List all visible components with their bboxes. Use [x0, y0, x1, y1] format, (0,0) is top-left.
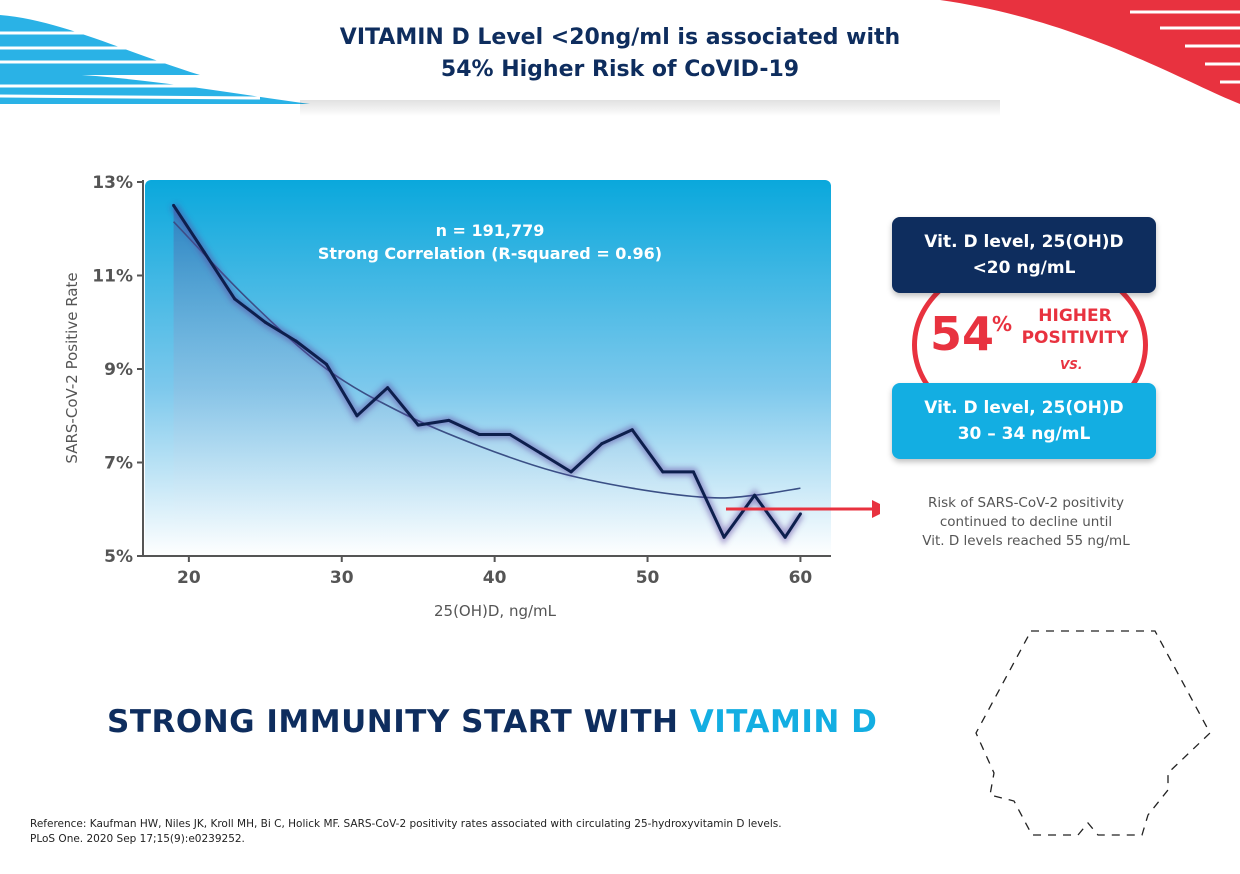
- data-point: [233, 297, 237, 301]
- series-points: [172, 203, 802, 539]
- tagline-part-1: STRONG IMMUNITY START WITH: [107, 704, 690, 740]
- callout-low-vitd-box: Vit. D level, 25(OH)D <20 ng/mL: [892, 217, 1156, 293]
- data-point: [172, 203, 176, 207]
- red-arrow: [726, 500, 880, 518]
- risk-note-line-2: continued to decline until: [939, 514, 1113, 530]
- callout-higher-positivity: HIGHER POSITIVITY: [1020, 305, 1130, 349]
- tagline-part-2: VITAMIN D: [689, 704, 878, 740]
- reference: Reference: Kaufman HW, Niles JK, Kroll M…: [30, 817, 782, 847]
- callout-percent-sign: %: [992, 312, 1013, 336]
- y-tick-label: 7%: [104, 454, 133, 474]
- callout-bottom-line-2: 30 – 34 ng/mL: [957, 424, 1091, 444]
- data-point: [447, 418, 451, 422]
- risk-note: Risk of SARS-CoV-2 positivity continued …: [886, 494, 1166, 551]
- x-tick-label: 50: [636, 568, 660, 588]
- reference-line-2: PLoS One. 2020 Sep 17;15(9):e0239252.: [30, 833, 245, 845]
- data-point: [416, 423, 420, 427]
- data-point: [263, 320, 267, 324]
- title-line-1: VITAMIN D Level <20ng/ml is associated w…: [339, 25, 901, 50]
- data-point: [539, 451, 543, 455]
- data-point: [294, 339, 298, 343]
- reference-line-1: Reference: Kaufman HW, Niles JK, Kroll M…: [30, 818, 782, 830]
- callout-top-line-1: Vit. D level, 25(OH)D: [924, 232, 1124, 252]
- annotation-n: n = 191,779: [436, 221, 545, 240]
- risk-note-line-1: Risk of SARS-CoV-2 positivity: [927, 495, 1124, 511]
- y-axis-label: SARS-CoV-2 Positive Rate: [63, 272, 81, 463]
- blue-stripes-decoration: [0, 0, 310, 104]
- data-point: [798, 512, 802, 516]
- data-point: [600, 442, 604, 446]
- callout-normal-vitd-box: Vit. D level, 25(OH)D 30 – 34 ng/mL: [892, 383, 1156, 459]
- x-axis: 20 30 40 50 60: [143, 555, 831, 588]
- data-point: [324, 362, 328, 366]
- annotation-r-squared: Strong Correlation (R-squared = 0.96): [318, 244, 662, 263]
- risk-note-line-3: Vit. D levels reached 55 ng/mL: [922, 533, 1130, 549]
- callout-bottom-line-1: Vit. D level, 25(OH)D: [924, 398, 1124, 418]
- x-tick-label: 60: [789, 568, 813, 588]
- y-tick-label: 5%: [104, 547, 133, 567]
- header-decoration: [0, 0, 1240, 116]
- data-point: [569, 470, 573, 474]
- page-title: VITAMIN D Level <20ng/ml is associated w…: [270, 22, 970, 86]
- x-tick-label: 40: [483, 568, 507, 588]
- data-point: [508, 432, 512, 436]
- data-point: [691, 470, 695, 474]
- series-line: [172, 204, 802, 539]
- positivity-line-chart: 5% 7% 9% 11% 13% 20 30 40 50 60 n = 191,779 Stro…: [63, 173, 880, 620]
- tagline: STRONG IMMUNITY START WITH VITAMIN D: [107, 704, 877, 740]
- data-point: [753, 493, 757, 497]
- red-stripes-decoration: [940, 0, 1240, 104]
- data-point: [722, 535, 726, 539]
- data-point: [630, 428, 634, 432]
- y-tick-label: 11%: [92, 267, 133, 287]
- x-axis-label: 25(OH)D, ng/mL: [434, 602, 557, 620]
- data-point: [661, 470, 665, 474]
- x-tick-label: 30: [330, 568, 354, 588]
- data-point: [202, 250, 206, 254]
- callout-vs: VS.: [1060, 358, 1083, 372]
- dashed-hexagon-placeholder: [975, 630, 1211, 836]
- area-under-line: [173, 205, 801, 556]
- data-point: [355, 414, 359, 418]
- y-axis: 5% 7% 9% 11% 13%: [92, 173, 144, 567]
- callout-positivity: POSITIVITY: [1021, 328, 1129, 348]
- data-point: [477, 432, 481, 436]
- data-point: [386, 386, 390, 390]
- callout-top-line-2: <20 ng/mL: [972, 258, 1076, 278]
- y-tick-label: 9%: [104, 360, 133, 380]
- y-tick-label: 13%: [92, 173, 133, 193]
- x-tick-label: 20: [177, 568, 201, 588]
- callout-higher: HIGHER: [1038, 306, 1112, 326]
- title-line-2: 54% Higher Risk of CoVID-19: [440, 57, 800, 82]
- data-point: [783, 535, 787, 539]
- callout-percent-number: 54: [930, 307, 995, 361]
